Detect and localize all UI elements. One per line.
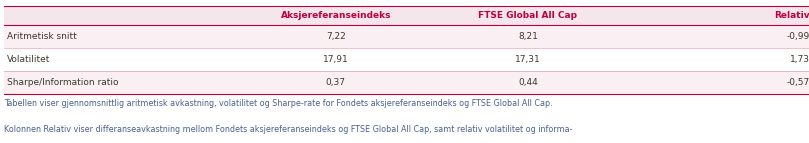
Text: 17,31: 17,31 <box>515 55 540 64</box>
Text: 0,37: 0,37 <box>326 78 345 87</box>
Text: Kolonnen Relativ viser differanseavkastning mellom Fondets aksjereferanseindeks : Kolonnen Relativ viser differanseavkastn… <box>4 125 573 134</box>
Text: FTSE Global All Cap: FTSE Global All Cap <box>478 11 578 20</box>
Text: -0,57: -0,57 <box>786 78 809 87</box>
Text: -0,99: -0,99 <box>786 32 809 41</box>
Text: 8,21: 8,21 <box>518 32 538 41</box>
Text: 0,44: 0,44 <box>518 78 538 87</box>
Text: Volatilitet: Volatilitet <box>7 55 51 64</box>
Text: Sharpe/Information ratio: Sharpe/Information ratio <box>7 78 119 87</box>
Text: Relativ: Relativ <box>774 11 809 20</box>
Text: Tabellen viser gjennomsnittlig aritmetisk avkastning, volatilitet og Sharpe-rate: Tabellen viser gjennomsnittlig aritmetis… <box>4 99 553 108</box>
Text: 1,73: 1,73 <box>790 55 809 64</box>
Text: 17,91: 17,91 <box>323 55 349 64</box>
Text: Aksjereferanseindeks: Aksjereferanseindeks <box>281 11 391 20</box>
Text: 7,22: 7,22 <box>326 32 345 41</box>
Text: Aritmetisk snitt: Aritmetisk snitt <box>7 32 77 41</box>
